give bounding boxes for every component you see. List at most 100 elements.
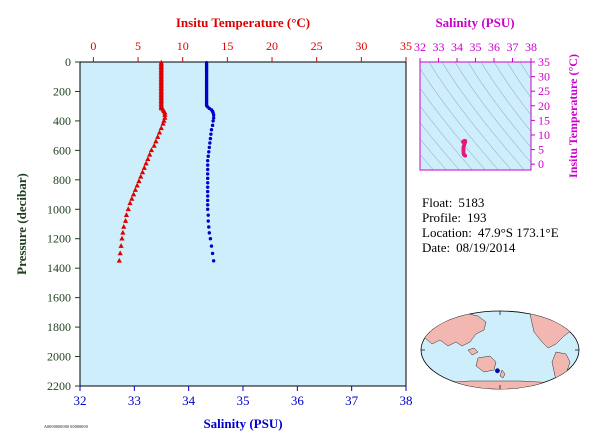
ts-plot-area [419,61,532,171]
ts-density-contour [467,62,531,148]
salinity-point [209,132,213,136]
temperature-point [160,120,166,126]
temperature-tick-label: 15 [221,39,233,53]
salinity-point [211,119,215,123]
salinity-tick-label: 34 [182,393,196,408]
temperature-point [132,187,138,192]
australia-landmass [475,355,497,373]
ts-density-contours [420,62,531,170]
salinity-point [209,244,214,248]
salinity-point [207,225,211,229]
salinity-tick-label: 37 [345,393,359,408]
salinity-point [206,219,210,223]
temperature-point [139,169,146,175]
salinity-point [208,136,213,141]
profile-marks [116,59,216,263]
date-label: Date: [422,240,451,255]
temperature-point [121,223,127,229]
ts-temperature-tick-label: 0 [538,157,544,171]
salinity-tick-label: 36 [291,393,305,408]
ts-temperature-label: Insitu Temperature (°C) [566,54,580,178]
salinity-point [205,198,210,203]
profile-value: 193 [467,210,487,225]
pressure-tick-label: 1400 [47,261,71,275]
salinity-point [211,116,216,120]
ts-temperature-tick-label: 15 [538,113,550,127]
ts-salinity-tick-label: 32 [414,40,426,54]
pressure-tick-label: 2200 [47,379,71,393]
ts-temperature-tick-label: 20 [538,99,550,113]
pressure-tick-label: 200 [53,84,71,98]
ts-density-contour [493,62,531,116]
pressure-tick-label: 600 [53,143,71,157]
ts-density-contour [420,87,486,170]
temperature-tick-label: 30 [355,39,367,53]
pressure-tick-label: 800 [53,173,71,187]
salinity-tick-label: 32 [74,393,87,408]
salinity-point [206,154,210,158]
map-marker-layer [495,368,500,374]
temperature-tick-label: 35 [400,39,412,53]
ts-density-contour [454,62,531,164]
footer-code: A0000000000 00000000 [44,424,88,429]
temperature-axis-label: Insitu Temperature (°C) [176,15,310,30]
temperature-point [123,212,130,217]
location-map [420,310,580,390]
salinity-point [211,113,216,117]
temperature-point [138,173,144,179]
salinity-point [208,237,213,241]
new-zealand-landmass [499,369,506,379]
date-value: 08/19/2014 [456,240,516,255]
ts-density-contour [428,62,512,170]
ts-temperature-tick-label: 5 [538,143,544,157]
ts-point [463,153,468,158]
temperature-point [141,165,147,170]
temperature-point [130,191,137,197]
temperature-point [153,138,159,144]
temperature-point [145,156,151,161]
salinity-point [205,172,210,176]
location-line: Location: 47.9°S 173.1°E [422,225,597,240]
ts-salinity-label: Salinity (PSU) [435,15,514,30]
salinity-point [207,150,211,154]
salinity-point [207,231,212,235]
salinity-tick-label: 35 [237,393,250,408]
pressure-tick-label: 1200 [47,232,71,246]
greenland-landmass [559,311,573,314]
ts-temperature-tick-label: 30 [538,70,550,84]
pressure-tick-label: 2000 [47,350,71,364]
salinity-point [209,128,214,132]
float-location-marker [495,368,500,374]
pressure-tick-label: 400 [53,114,71,128]
temperature-point [122,218,129,223]
temperature-point [151,142,157,148]
pressure-tick-label: 1800 [47,320,71,334]
profile-plot-area [79,61,407,387]
float-label: Float: [422,195,453,210]
salinity-point [208,141,212,145]
salinity-point [205,163,210,167]
temperature-tick-label: 10 [177,39,189,53]
profile-axes: 0 5 10 15 20 25 30 35 32 33 34 35 36 37 38 0 200 400 600 80… [47,39,413,408]
ts-temperature-tick-label: 35 [538,55,550,69]
profile-label: Profile: [422,210,461,225]
ts-density-contour [506,62,531,99]
float-value: 5183 [458,195,485,210]
temperature-point [161,117,167,123]
pressure-axis-label: Pressure (decibar) [14,173,29,275]
salinity-point [205,194,210,198]
temperature-point [136,178,142,184]
temperature-tick-label: 25 [311,39,323,53]
temperature-point [155,134,161,139]
temperature-tick-label: 20 [266,39,278,53]
temperature-point [148,147,155,153]
salinity-point [205,176,210,181]
salinity-point [207,145,212,150]
temperature-point [119,235,125,241]
float-info-panel: Float: 5183 Profile: 193 Location: 47.9°S 1… [422,195,597,255]
salinity-tick-label: 38 [400,393,413,408]
temperature-point [118,243,124,248]
salinity-point [206,213,210,217]
